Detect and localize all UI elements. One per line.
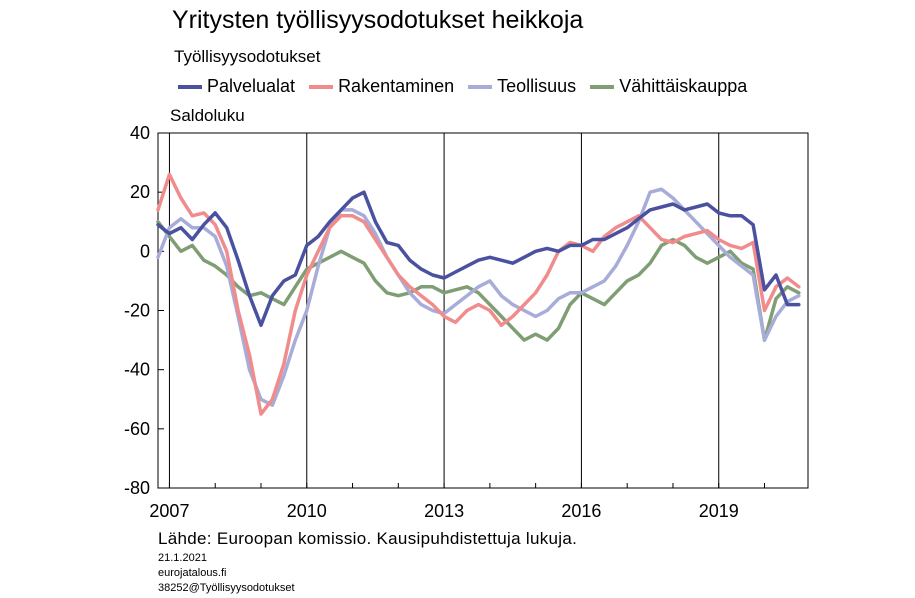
y-tick-label: 0 [140,241,150,261]
series-line-palvelualat [156,190,801,328]
y-tick-label: 40 [130,123,150,143]
source-note: Lähde: Euroopan komissio. Kausipuhdistet… [158,529,578,548]
x-tick-label: 2010 [287,501,327,521]
legend-label: Palvelualat [207,76,296,96]
series-line-rakentaminen [156,172,801,416]
legend-swatch [309,84,334,89]
legend-swatch [590,84,615,89]
legend-item-rakentaminen: Rakentaminen [309,76,454,97]
y-tick-label: -40 [124,360,150,380]
y-axis-label: Saldoluku [170,106,245,125]
chart-subtitle: Työllisyysodotukset [174,47,321,66]
legend-item-teollisuus: Teollisuus [468,76,576,97]
publish-date: 21.1.2021 [158,552,207,564]
legend-label: Vähittäiskauppa [619,76,748,96]
legend-swatch [178,84,202,89]
series-line-vähittäiskauppa [156,220,801,342]
website: eurojatalous.fi [158,567,227,579]
x-tick-label: 2019 [699,501,739,521]
legend-item-palvelualat: Palvelualat [178,76,295,97]
legend-label: Rakentaminen [338,76,455,96]
legend-label: Teollisuus [497,76,577,96]
x-tick-label: 2016 [561,501,601,521]
series-line-teollisuus [156,187,801,407]
y-tick-label: 20 [130,182,150,202]
x-tick-label: 2007 [149,501,189,521]
legend-swatch [468,84,493,89]
legend-item-vahittaiskauppa: Vähittäiskauppa [590,76,747,97]
chart-title: Yritysten työllisyysodotukset heikkoja [172,6,584,34]
y-tick-label: -60 [124,419,150,439]
x-tick-label: 2013 [424,501,464,521]
legend: Palvelualat Rakentaminen Teollisuus Vähi… [178,76,761,97]
y-tick-label: -20 [124,301,150,321]
chart-code: 38252@Työllisyysodotukset [158,582,295,594]
y-tick-label: -80 [124,478,150,498]
